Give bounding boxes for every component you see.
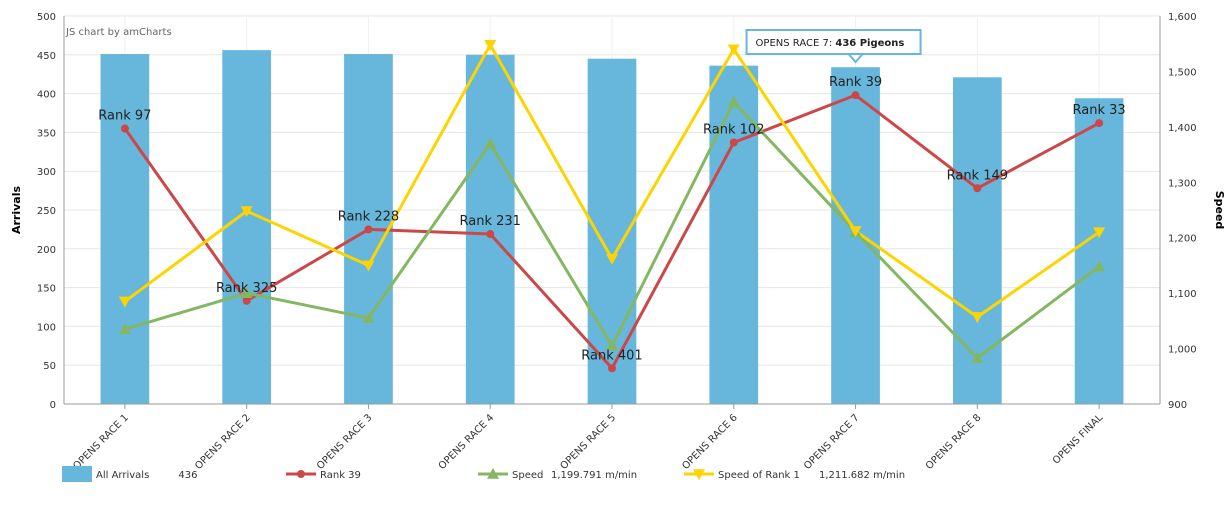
speed-of-rank-1-point bbox=[118, 296, 131, 308]
rank-data-label: Rank 39 bbox=[829, 75, 882, 90]
tooltip-value: 436 Pigeons bbox=[835, 38, 904, 49]
speed-of-rank-1-point bbox=[727, 44, 740, 56]
x-tick-label: OPENS RACE 7 bbox=[802, 412, 862, 472]
legend-label: Speed bbox=[512, 470, 543, 481]
speed-point bbox=[1093, 260, 1106, 272]
y-tick-label-right: 1,100 bbox=[1168, 289, 1197, 300]
x-tick-label: OPENS RACE 8 bbox=[924, 412, 984, 472]
arrivals-bars bbox=[100, 50, 1124, 405]
rank-data-label: Rank 149 bbox=[947, 168, 1008, 183]
tooltip-box bbox=[745, 29, 922, 55]
rank-point bbox=[242, 296, 251, 305]
speed-of-rank-1-point bbox=[971, 312, 984, 323]
rank-data-label: Rank 401 bbox=[581, 348, 642, 363]
y-tick-label-right: 1,000 bbox=[1168, 345, 1197, 356]
arrivals-bar bbox=[465, 54, 515, 405]
y-tick-label-right: 1,300 bbox=[1168, 178, 1197, 189]
arrivals-bar bbox=[709, 65, 759, 404]
y-tick-label-left: 100 bbox=[37, 322, 56, 333]
arrivals-bar bbox=[100, 54, 150, 405]
rank-point bbox=[486, 230, 495, 239]
rank-point bbox=[1095, 119, 1104, 128]
legend-marker bbox=[487, 468, 499, 479]
speed-point bbox=[484, 137, 497, 149]
legend-marker bbox=[62, 466, 92, 482]
legend-label: Speed of Rank 1 bbox=[718, 470, 800, 481]
speed-point bbox=[362, 312, 375, 323]
line-markers bbox=[118, 40, 1106, 373]
speed-point bbox=[606, 339, 618, 351]
legend-value: 1,211.682 m/min bbox=[819, 470, 905, 481]
speed-of-rank-1-point bbox=[606, 253, 618, 265]
rank-data-label: Rank 228 bbox=[338, 209, 399, 224]
arrivals-bar bbox=[222, 50, 272, 404]
rank-data-label: Rank 325 bbox=[216, 281, 277, 296]
speed-of-rank-1-point bbox=[362, 260, 375, 272]
right-axis-title: Speed bbox=[1213, 191, 1224, 230]
y-tick-label-left: 150 bbox=[37, 284, 56, 295]
x-tick-label: OPENS RACE 5 bbox=[559, 412, 619, 472]
rank-labels: Rank 97 Rank 325 Rank 228 Rank 231 Rank 401 R… bbox=[98, 75, 1125, 363]
speed-of-rank-1-point bbox=[849, 226, 862, 238]
tooltip-category: OPENS RACE 7: bbox=[756, 38, 836, 49]
x-tick-label: OPENS RACE 4 bbox=[437, 412, 497, 472]
left-axis-title: Arrivals bbox=[10, 186, 23, 234]
y-tick-label-right: 1,500 bbox=[1168, 67, 1197, 78]
y-tick-label-left: 400 bbox=[37, 90, 56, 101]
speed-of-rank-1-point bbox=[240, 206, 253, 218]
y-tick-label-left: 200 bbox=[37, 245, 56, 256]
balloon-tooltip: OPENS RACE 7: 436 Pigeons bbox=[745, 29, 922, 64]
legend-label: All Arrivals bbox=[96, 470, 149, 481]
y-tick-label-left: 450 bbox=[37, 51, 56, 62]
y-tick-label-left: 50 bbox=[43, 361, 56, 372]
chart-credit[interactable]: JS chart by amCharts bbox=[65, 27, 172, 38]
speed-point bbox=[971, 351, 984, 363]
y-tick-label-left: 350 bbox=[37, 128, 56, 139]
x-tick-label: OPENS RACE 3 bbox=[315, 412, 375, 472]
legend: All Arrivals 436 Rank 39 Speed 1,199.791 m/m… bbox=[62, 466, 905, 482]
legend-label: Rank 39 bbox=[320, 470, 361, 481]
rank-point bbox=[973, 184, 982, 193]
rank-point bbox=[120, 124, 129, 133]
rank-point bbox=[608, 364, 616, 373]
x-tick-label: OPENS FINAL bbox=[1051, 412, 1106, 467]
y-tick-label-left: 300 bbox=[37, 167, 56, 178]
rank-data-label: Rank 231 bbox=[460, 214, 521, 229]
y-tick-label-left: 0 bbox=[50, 400, 56, 411]
legend-value: 436 bbox=[178, 470, 197, 481]
legend-marker bbox=[297, 470, 305, 478]
y-tick-label-right: 1,400 bbox=[1168, 123, 1197, 134]
x-tick-label: OPENS RACE 2 bbox=[193, 412, 253, 472]
y-tick-label-left: 250 bbox=[37, 206, 56, 217]
rank-data-label: Rank 97 bbox=[98, 109, 151, 124]
speed-of-rank-1-point bbox=[484, 40, 497, 51]
speed-point bbox=[240, 287, 253, 298]
y-tick-label-right: 1,200 bbox=[1168, 234, 1197, 245]
legend-marker bbox=[693, 469, 705, 480]
arrivals-bar bbox=[1074, 98, 1124, 405]
rank-data-label: Rank 102 bbox=[703, 122, 764, 137]
y-tick-label-right: 900 bbox=[1168, 400, 1187, 411]
speed-point bbox=[727, 95, 740, 107]
speed-of-rank-1-point bbox=[1093, 227, 1106, 239]
y-tick-label-left: 500 bbox=[37, 12, 56, 23]
x-tick-label: OPENS RACE 6 bbox=[680, 412, 740, 472]
y-tick-label-right: 1,600 bbox=[1168, 12, 1197, 23]
rank-point bbox=[729, 138, 738, 147]
rank-point bbox=[851, 91, 860, 100]
legend-value: 1,199.791 m/min bbox=[551, 470, 637, 481]
tooltip-text: OPENS RACE 7: 436 Pigeons bbox=[756, 38, 905, 49]
speed-point bbox=[118, 323, 131, 334]
rank-point bbox=[364, 225, 373, 234]
x-tick-label: OPENS RACE 1 bbox=[71, 412, 131, 472]
arrivals-bar bbox=[952, 77, 1002, 404]
tooltip-pointer bbox=[846, 53, 865, 64]
rank-data-label: Rank 33 bbox=[1073, 103, 1126, 118]
